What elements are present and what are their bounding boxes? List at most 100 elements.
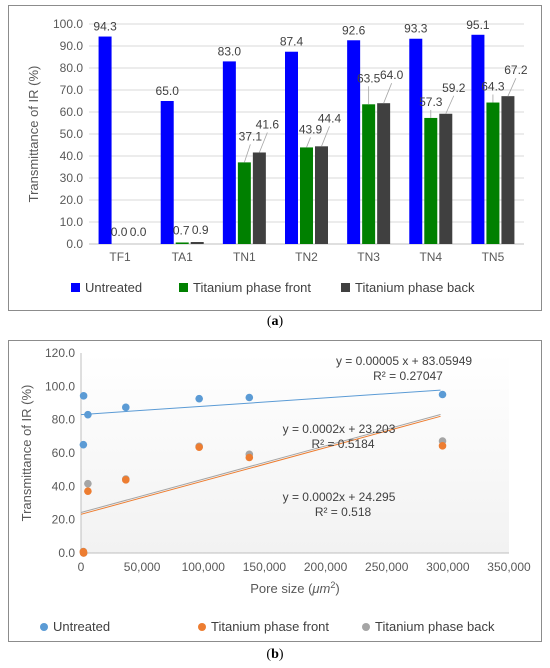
data-label-leader (445, 95, 455, 114)
x-tick-label: 200,000 (304, 560, 348, 574)
x-tick-label: 150,000 (243, 560, 287, 574)
legend-label: Titanium phase front (211, 619, 329, 634)
legend-marker (40, 623, 48, 631)
data-label: 95.1 (466, 18, 490, 32)
legend-marker (362, 623, 370, 631)
legend-label: Titanium phase back (355, 280, 475, 295)
data-label-leader (383, 83, 393, 104)
legend-label: Untreated (53, 619, 110, 634)
trendline-equation: y = 0.0002x + 23.203 (283, 422, 396, 436)
data-point (122, 403, 130, 412)
y-tick-label: 60.0 (52, 446, 76, 460)
data-label: 0.7 (173, 223, 190, 237)
bar (377, 103, 391, 244)
legend-swatch (179, 283, 188, 292)
data-label: 94.3 (93, 20, 117, 34)
scatter-chart-panel: 0.0 20.0 40.0 60.0 80.0 100.0 120.0 0 50,000 100,… (8, 340, 542, 642)
bar (300, 147, 313, 244)
data-point (245, 453, 254, 462)
x-tick-label: TN5 (482, 250, 505, 264)
x-axis-label-text: Pore size ( (250, 581, 313, 596)
bar (347, 40, 361, 244)
y-tick-label: 60.0 (60, 105, 84, 119)
data-label: 43.9 (299, 122, 323, 136)
y-tick-label: 100.0 (45, 379, 75, 393)
y-tick-label: 70.0 (60, 83, 84, 97)
data-label: 64.0 (380, 68, 404, 82)
x-axis-label: Pore size (μm2) (250, 580, 339, 596)
y-tick-label: 120.0 (45, 346, 75, 360)
trendline (80, 414, 441, 513)
data-point (84, 410, 92, 419)
bar (175, 242, 189, 244)
trendline-equation: y = 0.00005 x + 83.05949 (336, 354, 472, 368)
bar-chart-panel: 0.0 10.0 20.0 30.0 40.0 50.0 60.0 70.0 80.0 90.0 1… (8, 5, 542, 311)
x-tick-label: 250,000 (365, 560, 409, 574)
data-label: 87.4 (280, 35, 304, 49)
data-label-leader (507, 77, 517, 97)
caption-a: (a) (266, 314, 284, 329)
bar (315, 146, 328, 244)
x-axis-label-suffix: ) (335, 581, 339, 596)
bar (222, 61, 236, 245)
y-tick-label: 30.0 (60, 171, 84, 185)
bar (362, 104, 376, 244)
legend-label: Titanium phase front (193, 280, 311, 295)
x-tick-label: 50,000 (124, 560, 161, 574)
y-axis-label: Transmittance of IR (%) (26, 66, 41, 203)
trendline (80, 415, 441, 515)
data-point (195, 443, 203, 451)
x-tick-label: 100,000 (182, 560, 226, 574)
y-tick-label: 80.0 (52, 413, 76, 427)
y-tick-label: 40.0 (60, 149, 84, 163)
bar (424, 117, 438, 244)
y-tick-label: 20.0 (52, 513, 76, 527)
data-label: 67.2 (504, 63, 528, 77)
data-label-leader (321, 126, 330, 147)
data-label: 0.0 (111, 225, 128, 239)
x-tick-label: TN4 (419, 250, 442, 264)
x-tick-label: TN2 (295, 250, 318, 264)
trendline-equation: y = 0.0002x + 24.295 (283, 490, 396, 504)
x-tick-label: TN1 (233, 250, 256, 264)
bar-chart: 0.0 10.0 20.0 30.0 40.0 50.0 60.0 70.0 80.0 90.0 1… (26, 17, 528, 295)
bar (409, 38, 423, 244)
data-point (79, 392, 88, 400)
plot-area (81, 353, 509, 553)
y-tick-label: 0.0 (58, 546, 75, 560)
bar (285, 51, 298, 244)
data-point (79, 548, 88, 556)
x-tick-label: TF1 (109, 250, 131, 264)
trendline-r2: R² = 0.518 (315, 505, 372, 519)
data-label: 37.1 (239, 129, 263, 143)
data-label-leader (243, 144, 251, 163)
legend-swatch (341, 283, 350, 292)
data-label: 64.3 (481, 80, 505, 94)
data-label: 57.3 (419, 95, 443, 109)
data-point (79, 440, 88, 449)
x-axis-label-sup: 2 (330, 580, 335, 590)
data-label: 41.6 (256, 117, 280, 131)
x-tick-label: 300,000 (426, 560, 470, 574)
data-label: 83.0 (218, 44, 242, 58)
data-label: 0.9 (192, 223, 209, 237)
data-label-leader (306, 137, 311, 148)
y-tick-label: 50.0 (60, 127, 84, 141)
bar (98, 36, 112, 244)
data-label: 93.3 (404, 22, 428, 36)
y-tick-label: 100.0 (53, 17, 83, 31)
data-point (84, 479, 92, 488)
data-point (84, 487, 92, 495)
x-tick-label: 350,000 (487, 560, 531, 574)
y-tick-label: 40.0 (52, 479, 76, 493)
data-label: 92.6 (342, 23, 366, 37)
y-tick-label: 10.0 (60, 215, 84, 229)
legend-label: Untreated (85, 280, 142, 295)
bar (439, 113, 453, 244)
bar (237, 162, 251, 244)
y-tick-label: 20.0 (60, 193, 84, 207)
bar (501, 96, 515, 244)
trendline-r2: R² = 0.27047 (373, 369, 443, 383)
data-point (195, 394, 203, 403)
scatter-chart: 0.0 20.0 40.0 60.0 80.0 100.0 120.0 0 50,000 100,… (19, 346, 531, 634)
